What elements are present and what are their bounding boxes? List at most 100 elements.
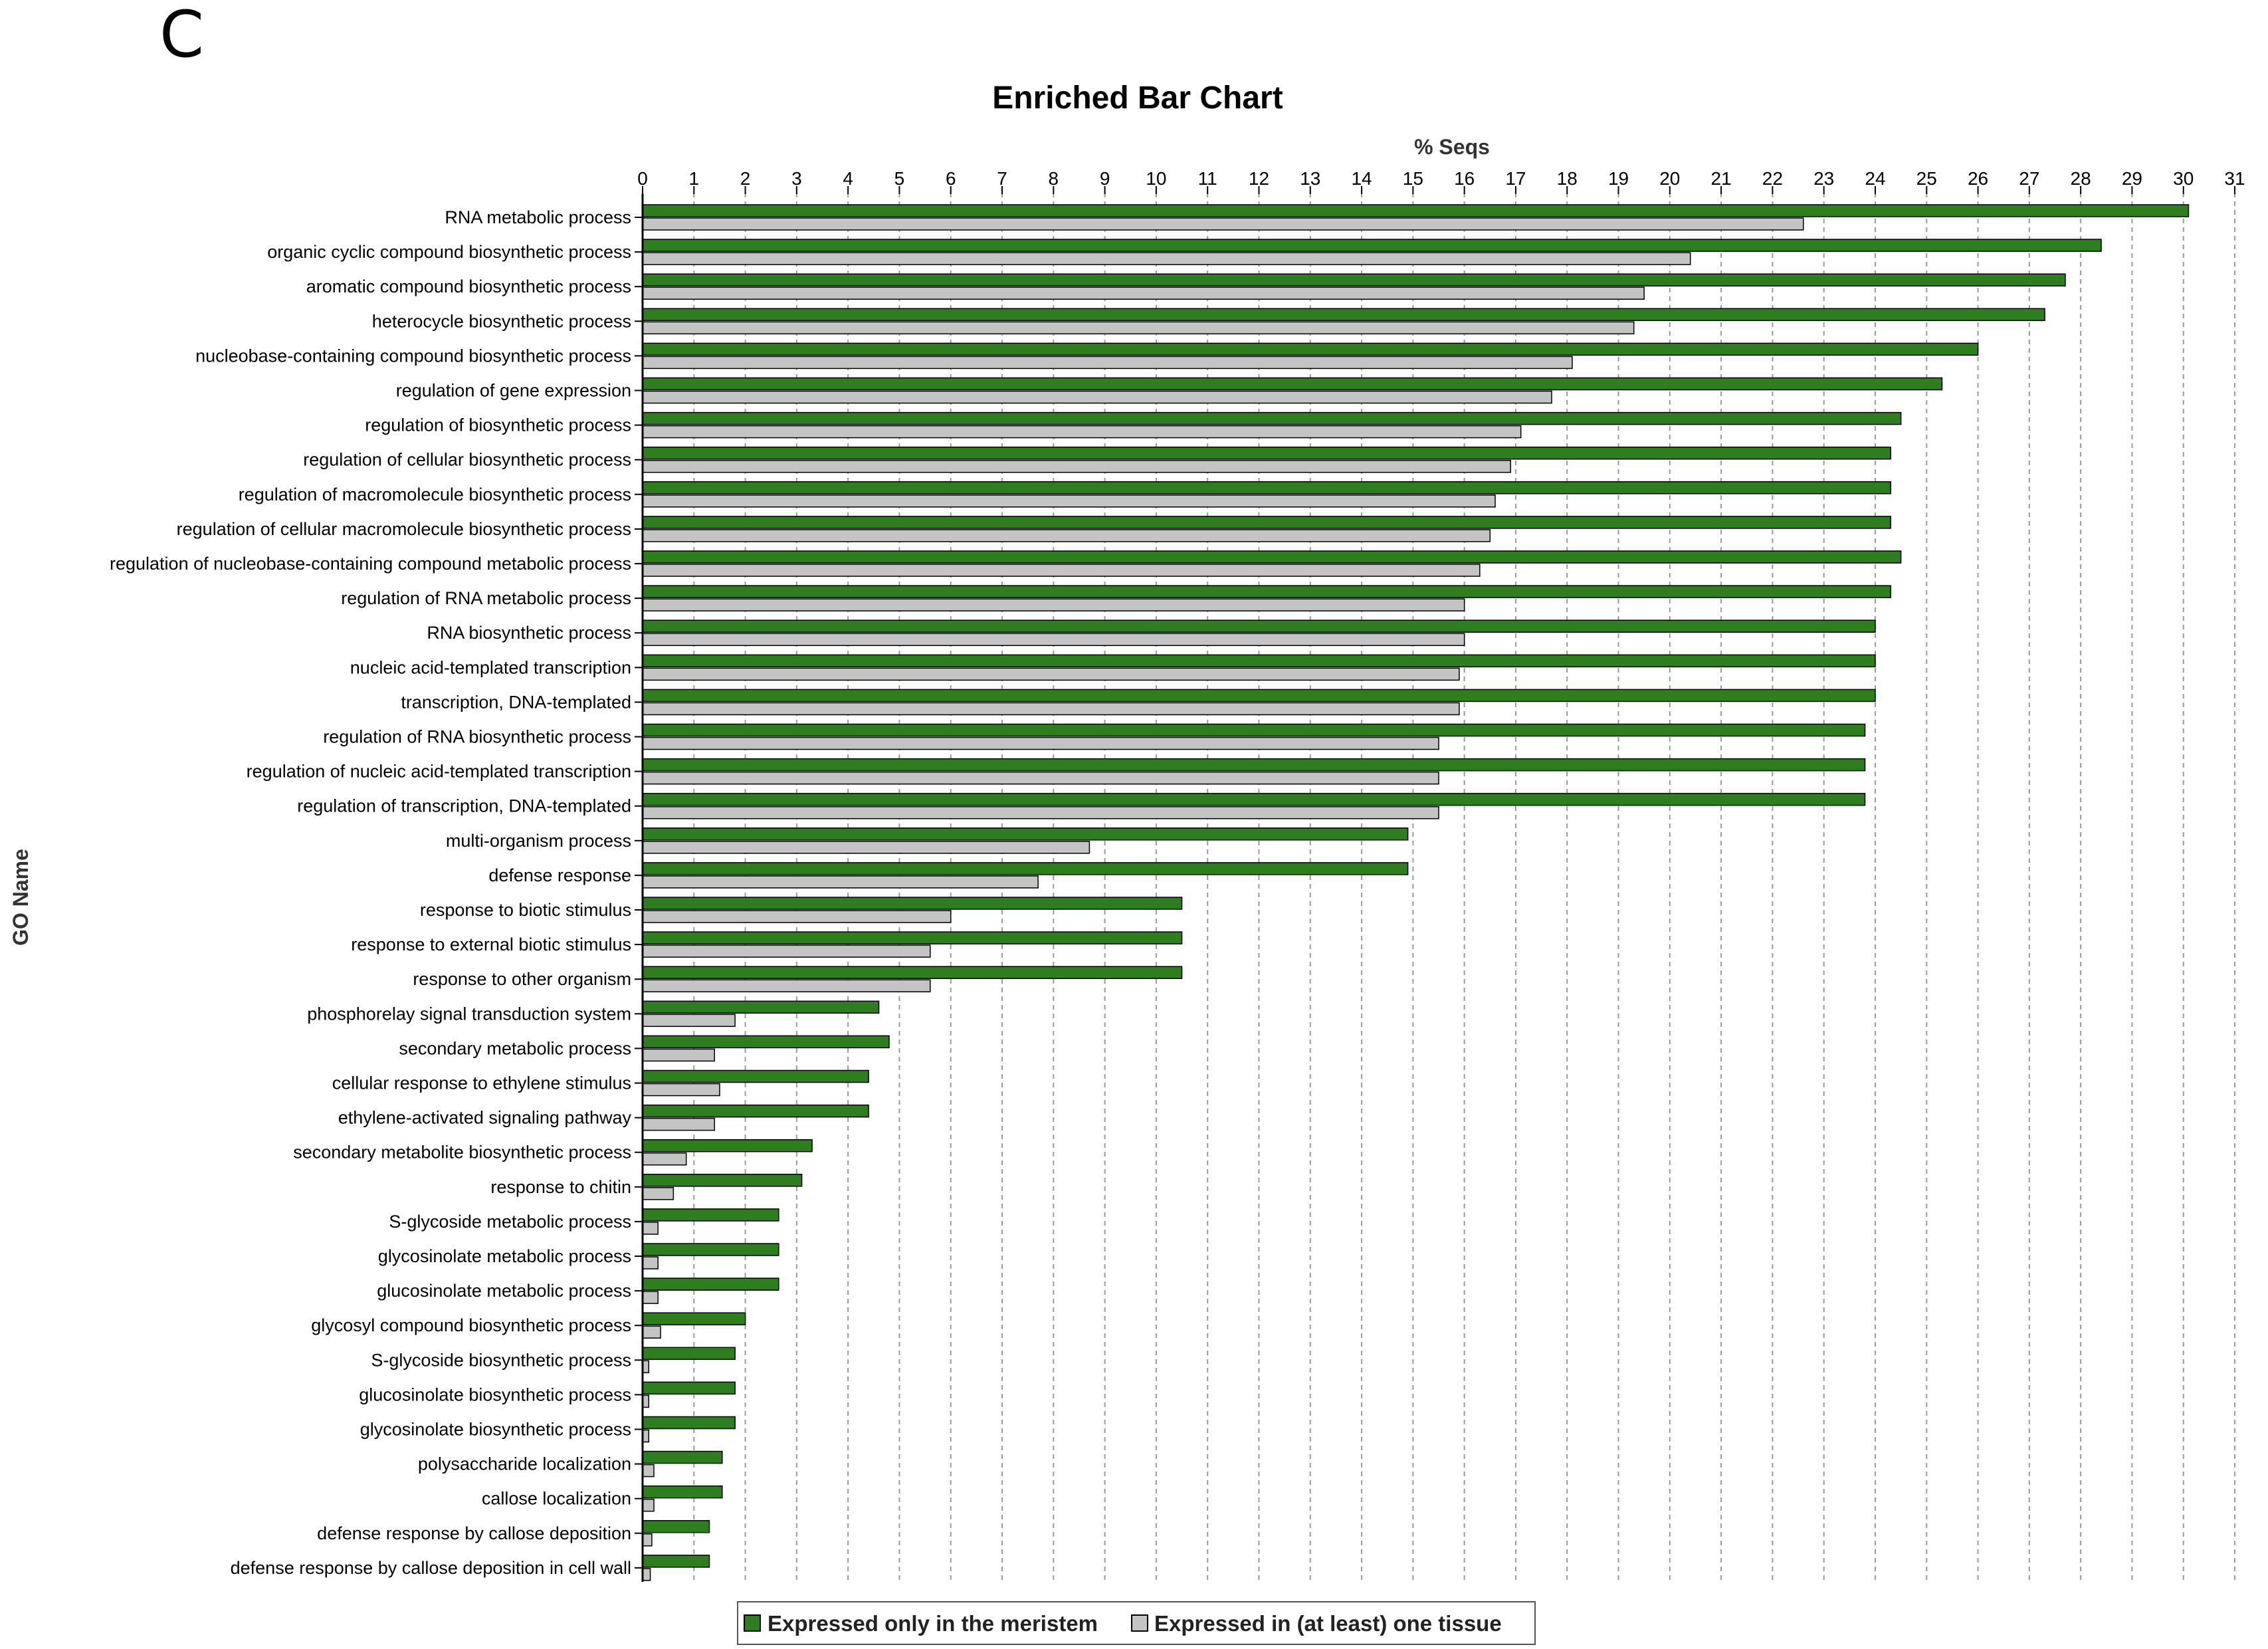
bar-meristem bbox=[642, 1035, 890, 1049]
x-tick-label: 24 bbox=[1865, 168, 1885, 189]
x-tick-label: 20 bbox=[1659, 168, 1680, 189]
category-label: response to external biotic stimulus bbox=[351, 934, 631, 954]
bar-tissue bbox=[642, 667, 1460, 681]
bar-tissue bbox=[642, 321, 1635, 335]
bar-tissue bbox=[642, 459, 1511, 473]
legend: Expressed only in the meristem Expressed… bbox=[737, 1601, 1536, 1645]
bar-meristem bbox=[642, 342, 1979, 356]
x-tick-label: 19 bbox=[1608, 168, 1629, 189]
bar-meristem bbox=[642, 1450, 723, 1464]
bar-meristem bbox=[642, 1243, 779, 1256]
category-label: nucleic acid-templated transcription bbox=[350, 657, 631, 677]
category-label: defense response by callose deposition i… bbox=[231, 1558, 631, 1578]
bar-tissue bbox=[642, 1014, 736, 1028]
bar-tissue bbox=[642, 1152, 687, 1166]
bar-meristem bbox=[642, 273, 2066, 286]
bar-meristem bbox=[642, 966, 1183, 979]
category-label: regulation of RNA biosynthetic process bbox=[323, 727, 631, 747]
category-label: heterocycle biosynthetic process bbox=[372, 311, 631, 331]
bar-tissue bbox=[642, 286, 1645, 300]
x-tick-label: 16 bbox=[1454, 168, 1475, 189]
x-tick-label: 10 bbox=[1146, 168, 1166, 189]
bar-meristem bbox=[642, 204, 2190, 217]
category-label: organic cyclic compound biosynthetic pro… bbox=[267, 242, 631, 262]
x-tick-label: 2 bbox=[740, 168, 751, 189]
x-tick-label: 26 bbox=[1968, 168, 1988, 189]
bar-tissue bbox=[642, 841, 1090, 854]
bar-meristem bbox=[642, 377, 1943, 391]
legend-swatch-meristem bbox=[744, 1614, 761, 1632]
bar-tissue bbox=[642, 1533, 653, 1547]
category-label: glycosinolate biosynthetic process bbox=[360, 1420, 631, 1440]
bar-meristem bbox=[642, 239, 2102, 252]
category-label: regulation of transcription, DNA-templat… bbox=[297, 796, 631, 816]
bar-meristem bbox=[642, 1555, 710, 1568]
panel-letter: C bbox=[159, 0, 204, 72]
bar-tissue bbox=[642, 1048, 715, 1062]
category-label: RNA biosynthetic process bbox=[427, 623, 631, 643]
bar-tissue bbox=[642, 944, 931, 958]
bar-meristem bbox=[642, 1139, 813, 1153]
bar-meristem bbox=[642, 931, 1183, 944]
bar-tissue bbox=[642, 390, 1552, 404]
bar-meristem bbox=[642, 1381, 736, 1395]
category-label: secondary metabolite biosynthetic proces… bbox=[293, 1143, 631, 1162]
category-label: glucosinolate metabolic process bbox=[377, 1281, 631, 1301]
x-tick-label: 21 bbox=[1711, 168, 1732, 189]
bar-tissue bbox=[642, 564, 1481, 577]
category-label: regulation of macromolecule biosynthetic… bbox=[239, 485, 631, 504]
x-tick-label: 31 bbox=[2224, 168, 2245, 189]
bar-tissue bbox=[642, 702, 1460, 716]
bar-meristem bbox=[642, 1520, 710, 1533]
category-label: ethylene-activated signaling pathway bbox=[338, 1108, 632, 1128]
category-label: glucosinolate biosynthetic process bbox=[359, 1384, 631, 1404]
bar-tissue bbox=[642, 1568, 651, 1581]
category-label: defense response by callose deposition bbox=[317, 1523, 631, 1543]
category-label: S-glycoside metabolic process bbox=[389, 1212, 631, 1232]
bar-tissue bbox=[642, 771, 1439, 785]
bar-tissue bbox=[642, 1117, 715, 1131]
bar-meristem bbox=[642, 758, 1866, 772]
bar-meristem bbox=[642, 481, 1891, 495]
category-label: response to chitin bbox=[490, 1177, 631, 1197]
category-label: glycosinolate metabolic process bbox=[378, 1246, 631, 1266]
x-tick-label: 5 bbox=[894, 168, 905, 189]
x-tick-label: 28 bbox=[2071, 168, 2091, 189]
bar-meristem bbox=[642, 1174, 803, 1187]
bar-meristem bbox=[642, 1000, 880, 1014]
x-tick-label: 9 bbox=[1100, 168, 1110, 189]
bar-tissue bbox=[642, 1187, 674, 1200]
category-label: phosphorelay signal transduction system bbox=[307, 1004, 631, 1024]
x-tick-label: 25 bbox=[1916, 168, 1937, 189]
bar-meristem bbox=[642, 862, 1409, 875]
bar-meristem bbox=[642, 897, 1183, 910]
bar-meristem bbox=[642, 1069, 869, 1083]
bar-meristem bbox=[642, 654, 1876, 668]
x-tick-label: 3 bbox=[791, 168, 802, 189]
bar-tissue bbox=[642, 633, 1465, 646]
legend-label-tissue: Expressed in (at least) one tissue bbox=[1154, 1611, 1502, 1636]
category-label: regulation of nucleobase-containing comp… bbox=[110, 554, 631, 574]
category-label: regulation of RNA metabolic process bbox=[341, 588, 631, 608]
bar-meristem bbox=[642, 1104, 869, 1118]
x-tick-label: 0 bbox=[637, 168, 648, 189]
bar-tissue bbox=[642, 736, 1439, 750]
category-label: regulation of cellular biosynthetic proc… bbox=[303, 450, 631, 470]
x-tick-label: 29 bbox=[2122, 168, 2142, 189]
x-tick-label: 8 bbox=[1049, 168, 1059, 189]
x-tick-label: 18 bbox=[1557, 168, 1578, 189]
bar-meristem bbox=[642, 1312, 746, 1325]
category-label: RNA metabolic process bbox=[445, 207, 631, 227]
x-tick-label: 15 bbox=[1403, 168, 1423, 189]
category-label: cellular response to ethylene stimulus bbox=[332, 1073, 631, 1093]
category-label: aromatic compound biosynthetic process bbox=[306, 276, 631, 296]
category-label: secondary metabolic process bbox=[399, 1038, 631, 1058]
y-axis-title: GO Name bbox=[9, 849, 33, 946]
x-tick-label: 17 bbox=[1505, 168, 1526, 189]
x-tick-label: 22 bbox=[1762, 168, 1783, 189]
bar-tissue bbox=[642, 1325, 661, 1339]
category-label: response to biotic stimulus bbox=[420, 900, 631, 920]
bar-tissue bbox=[642, 875, 1039, 889]
x-axis-ticks: 0 1 2 3 4 5 6 7 8 9 10 11 12 13 14 15 16 17 18 19 20 21 22 23 24… bbox=[637, 168, 2245, 194]
category-label: nucleobase-containing compound biosynthe… bbox=[195, 346, 631, 366]
